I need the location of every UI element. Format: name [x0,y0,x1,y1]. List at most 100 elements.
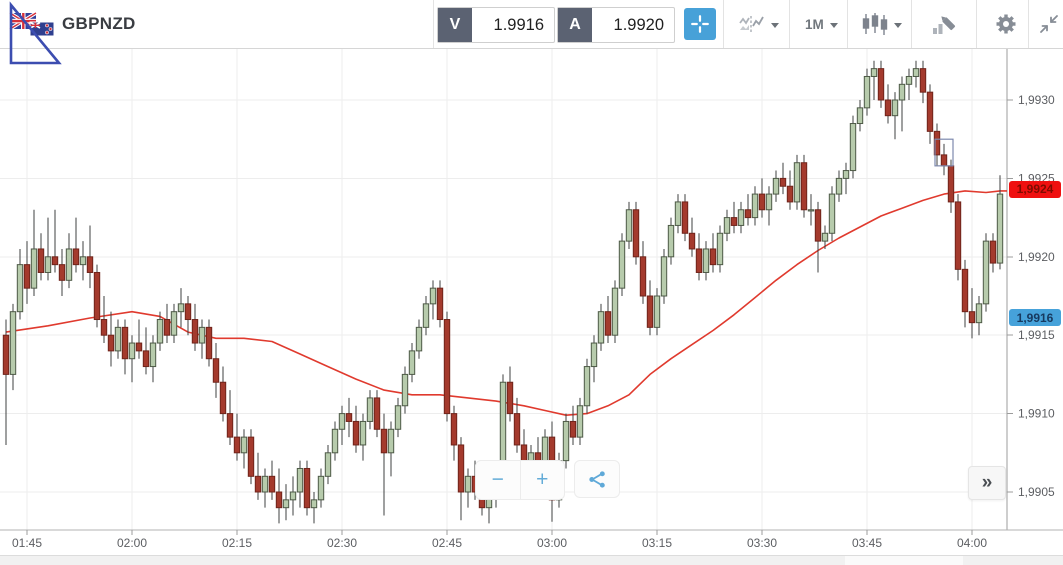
candle-up [240,436,248,454]
sell-price-badge: 1,9916 [1009,309,1061,327]
candle-up [16,264,24,313]
chevron-down-icon [829,22,838,28]
candle-down [219,381,227,415]
candle-down [58,264,66,281]
candle-up [576,405,584,438]
candle-up [128,342,136,360]
candle-down [695,248,703,273]
chevron-down-icon [771,22,779,28]
candle-down [884,99,892,117]
candle-down [72,248,80,266]
last-price-badge: 1,9924 [1009,180,1061,198]
candle-up [870,68,878,77]
candle-up [737,209,745,226]
y-axis-tick-label: 1,9920 [1018,250,1055,264]
candle-down [569,420,577,438]
candle-up [975,303,983,324]
candle-down [604,311,612,336]
buy-price-box[interactable]: A 1.9920 [557,7,675,43]
candle-down [303,467,311,509]
settings-button[interactable] [988,0,1024,48]
candle-up [625,209,633,242]
candle-up [821,232,829,242]
candle-down [352,420,360,446]
candle-down [135,342,143,352]
y-axis-tick-label: 1,9915 [1018,328,1055,342]
candle-down [758,193,766,211]
candle-up [583,366,591,407]
toolbar-divider [433,0,434,48]
candle-up [170,311,178,336]
candle-down [380,428,388,454]
candle-up [338,413,346,430]
candle-up [898,83,906,101]
sell-price-box[interactable]: V 1.9916 [437,7,555,43]
candle-up [44,256,52,273]
x-axis-tick-label: 02:15 [222,536,252,550]
candle-up [772,177,780,195]
toolbar-divider [911,0,912,48]
candle-down [205,326,213,360]
candle-down [268,475,276,493]
candle-up [674,201,682,226]
x-axis-tick-label: 03:30 [747,536,777,550]
x-axis-tick-label: 02:00 [117,536,147,550]
selection-box-layer [934,138,954,167]
candle-down [191,319,199,344]
zoom-in-button[interactable]: + [521,461,565,499]
crosshair-button[interactable] [684,8,716,40]
candle-up [828,193,836,234]
candle-down [961,268,969,313]
candle-up [289,491,297,501]
draw-button[interactable] [924,0,964,48]
candle-down [275,491,283,509]
candle-up [79,256,87,266]
candle-down [443,319,451,415]
scrollbar-thumb[interactable] [845,556,963,565]
toolbar: GBPNZD V 1.9916 A 1.9920 [0,0,1063,49]
x-axis-tick-label: 03:00 [537,536,567,550]
expand-button[interactable]: » [968,466,1006,500]
timeline-scrollbar[interactable] [0,555,1063,565]
chart-type-button[interactable] [856,0,908,48]
zoom-controls: − + [475,460,565,500]
candle-up [856,107,864,125]
share-button[interactable] [574,460,620,498]
candle-up [849,123,857,172]
toolbar-divider [847,0,848,48]
buy-letter: A [558,8,592,42]
candle-down [800,162,808,211]
candle-down [632,209,640,258]
candle-down [513,413,521,446]
candle-down [926,91,934,132]
compare-charts-button[interactable] [733,0,785,48]
chevron-down-icon [894,22,902,28]
candle-down [100,319,108,336]
symbol-title: GBPNZD [62,14,136,33]
candle-up [9,311,17,375]
candle-up [891,99,899,117]
compare-charts-icon [739,16,764,32]
sell-value: 1.9916 [493,15,544,34]
candle-selection-box [934,138,954,167]
sell-letter: V [438,8,472,42]
timeframe-button[interactable]: 1M [799,0,844,48]
candle-up [807,209,815,212]
y-axis-tick-label: 1,9905 [1018,485,1055,499]
collapse-button[interactable] [1032,0,1063,48]
zoom-out-button[interactable]: − [476,461,521,499]
x-axis-tick-label: 04:00 [957,536,987,550]
candle-up [765,193,773,211]
candle-down [506,381,514,415]
candle-up [149,342,157,368]
candle-down [233,436,241,454]
toolbar-divider [976,0,977,48]
candle-up [177,303,185,313]
timeframe-value: 1M [805,16,824,32]
candle-up [751,193,759,219]
candle-up [590,342,598,368]
nz-flag-icon [29,21,55,37]
candle-up [415,326,423,352]
candle-up [905,75,913,85]
candle-down [226,413,234,438]
